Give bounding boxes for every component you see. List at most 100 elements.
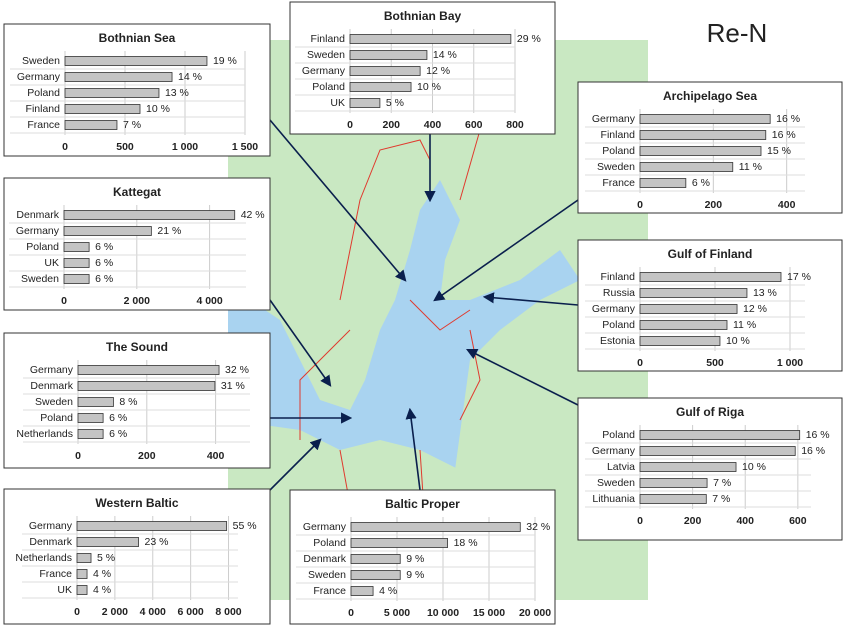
value-label: 10 % [417,81,441,93]
chart-title: Bothnian Sea [99,31,176,45]
y-tick-label: Netherlands [16,428,73,440]
y-tick-label: Poland [313,537,346,549]
x-tick-label: 5 000 [384,607,410,619]
value-label: 16 % [776,113,800,125]
value-label: 16 % [772,129,796,141]
y-tick-label: Sweden [307,49,345,61]
value-label: 8 % [119,396,137,408]
y-tick-label: Denmark [16,209,59,221]
chart-title: Kattegat [113,185,161,199]
chart-panel: Bothnian Bay 0 200 400 600 800 Finland 29 % Swed… [289,1,556,135]
x-tick-label: 500 [706,357,724,369]
value-label: 9 % [406,553,424,565]
chart-title: Bothnian Bay [384,9,462,23]
bar [639,336,721,346]
y-tick-label: Germany [17,71,61,83]
x-tick-label: 2 000 [102,606,128,618]
x-tick-label: 6 000 [178,606,204,618]
x-tick-label: 15 000 [473,607,505,619]
chart-title: Baltic Proper [385,497,460,511]
x-tick-label: 0 [75,450,81,462]
panel-box [3,332,271,469]
chart-panel: Western Baltic 0 2 000 4 000 6 000 8 000 Germa… [3,488,271,625]
bar [349,98,381,108]
x-tick-label: 1 000 [172,141,198,153]
bar [76,537,139,547]
bar [64,88,160,98]
x-tick-label: 200 [138,450,156,462]
y-tick-label: Sweden [22,55,60,67]
y-tick-label: Germany [303,521,347,533]
value-label: 16 % [801,445,825,457]
bar [639,478,708,488]
y-tick-label: Finland [311,33,346,45]
bar [64,120,118,130]
y-tick-label: Latvia [607,461,635,473]
y-tick-label: Finland [601,129,636,141]
y-tick-label: Denmark [303,553,346,565]
arrows [269,119,579,491]
x-tick-label: 200 [382,119,400,131]
y-tick-label: Finland [26,103,61,115]
x-tick-label: 4 000 [140,606,166,618]
bar [64,72,173,82]
value-label: 10 % [742,461,766,473]
value-label: 10 % [726,335,750,347]
x-tick-label: 400 [424,119,442,131]
y-tick-label: France [39,568,72,580]
bar [639,320,728,330]
chart-title: Archipelago Sea [663,89,757,103]
value-label: 6 % [692,177,710,189]
y-tick-label: Poland [40,412,73,424]
bar [77,413,104,423]
bar [639,446,796,456]
y-tick-label: Poland [602,145,635,157]
x-tick-label: 600 [465,119,483,131]
value-label: 15 % [767,145,791,157]
y-tick-label: UK [57,584,72,596]
value-label: 17 % [787,271,811,283]
bar [350,570,401,580]
bar [349,82,412,92]
value-label: 6 % [109,428,127,440]
x-tick-label: 8 000 [215,606,241,618]
x-tick-label: 1 500 [232,141,258,153]
bar [76,585,88,595]
arrow [269,119,407,282]
panel-box [3,488,271,625]
panel-box [289,1,556,135]
x-tick-label: 4 000 [196,295,222,307]
bar [77,397,114,407]
y-tick-label: Poland [602,429,635,441]
y-tick-label: Germany [592,445,636,457]
x-tick-label: 400 [736,515,754,527]
bar [639,130,767,140]
value-label: 14 % [433,49,457,61]
bar [639,272,782,282]
y-tick-label: Germany [16,225,60,237]
bar [63,226,152,236]
x-tick-label: 200 [684,515,702,527]
bar [64,56,208,66]
y-tick-label: Denmark [29,536,72,548]
y-tick-label: Sweden [21,273,59,285]
bar [639,430,801,440]
bar [349,34,512,44]
value-label: 6 % [95,241,113,253]
chart-title: Gulf of Finland [668,247,753,261]
x-tick-label: 600 [789,515,807,527]
x-tick-label: 2 000 [124,295,150,307]
bar [76,569,88,579]
value-label: 6 % [95,273,113,285]
value-label: 4 % [93,584,111,596]
bar [77,381,216,391]
value-label: 16 % [806,429,830,441]
bar [639,462,737,472]
arrow [405,407,421,491]
x-tick-label: 0 [637,199,643,211]
bar [64,104,141,114]
x-tick-label: 0 [348,607,354,619]
y-tick-label: Poland [26,241,59,253]
value-label: 55 % [233,520,257,532]
